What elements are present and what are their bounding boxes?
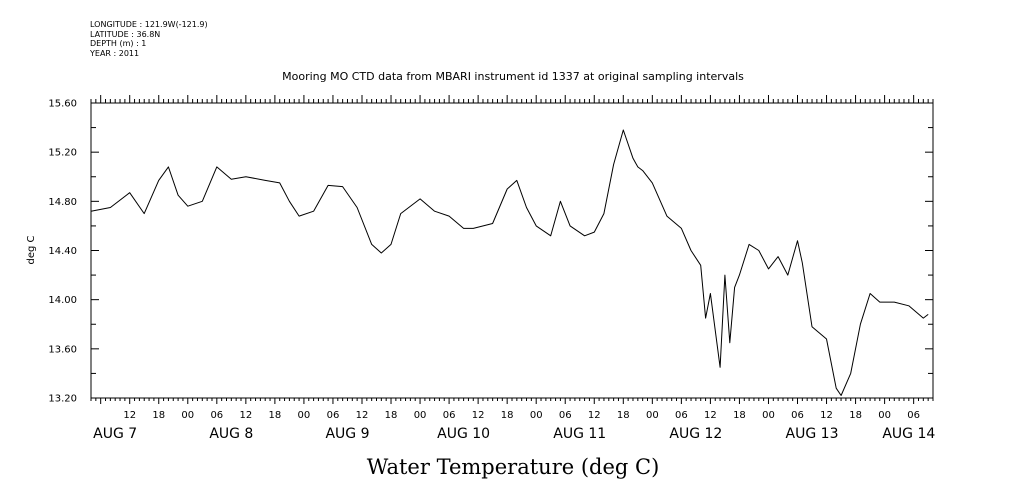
x-axis: 12 18 00 06 12 18 00 06 12 18 00 06 12 18 00 06 12 18 00 06… — [90, 95, 935, 442]
year-label: YEAR : 2011 — [90, 48, 140, 58]
x-hour-label: 06 — [327, 410, 340, 421]
x-hour-label: 18 — [733, 410, 746, 421]
depth-label: DEPTH (m) : 1 — [90, 39, 147, 48]
x-hour-label: 12 — [704, 410, 717, 421]
x-hour-label: 00 — [762, 410, 775, 421]
x-hour-label: 18 — [617, 410, 630, 421]
x-day-label: AUG 9 — [325, 426, 369, 442]
y-axis: 13.20 13.60 14.00 14.40 14.80 15.20 15.60 — [48, 99, 933, 405]
y-axis-label: deg C — [26, 235, 37, 264]
longitude-label: LONGITUDE : 121.9W(-121.9) — [90, 20, 208, 29]
x-hour-label: 12 — [239, 410, 252, 421]
x-hour-label: 06 — [210, 410, 223, 421]
x-hour-label: 18 — [501, 410, 514, 421]
latitude-label: LATITUDE : 36.8N — [90, 29, 161, 39]
x-hour-label: 12 — [588, 410, 601, 421]
x-hour-label: 00 — [878, 410, 891, 421]
y-tick-label: 14.00 — [48, 295, 77, 306]
x-hour-label: 00 — [414, 410, 427, 421]
metadata-block: LONGITUDE : 121.9W(-121.9) LATITUDE : 36… — [90, 20, 208, 58]
x-day-label: AUG 12 — [669, 426, 722, 442]
chart-title: Mooring MO CTD data from MBARI instrumen… — [282, 70, 744, 83]
x-day-label: AUG 14 — [882, 426, 935, 442]
x-axis-label: Water Temperature (deg C) — [367, 455, 660, 479]
x-hour-label: 12 — [356, 410, 369, 421]
x-hour-label: 18 — [849, 410, 862, 421]
y-tick-label: 15.20 — [48, 148, 77, 159]
x-hour-label: 12 — [472, 410, 485, 421]
x-hour-label: 00 — [181, 410, 194, 421]
y-tick-label: 13.20 — [48, 394, 77, 405]
y-tick-label: 14.40 — [48, 246, 77, 257]
x-day-label: AUG 13 — [786, 426, 839, 442]
x-hour-label: 18 — [152, 410, 165, 421]
x-hour-label: 06 — [443, 410, 456, 421]
x-hour-label: 12 — [123, 410, 136, 421]
x-hour-label: 06 — [791, 410, 804, 421]
x-hour-label: 00 — [530, 410, 543, 421]
x-hour-label: 00 — [298, 410, 311, 421]
plot-frame — [90, 102, 934, 399]
y-tick-label: 15.60 — [48, 99, 77, 110]
x-day-label: AUG 11 — [553, 426, 606, 442]
series-group — [90, 129, 929, 396]
x-hour-label: 12 — [820, 410, 833, 421]
x-hour-label: 00 — [646, 410, 659, 421]
x-day-label: AUG 7 — [93, 426, 137, 442]
y-tick-label: 13.60 — [48, 344, 77, 355]
x-hour-label: 06 — [907, 410, 920, 421]
x-hour-label: 06 — [675, 410, 688, 421]
x-day-label: AUG 10 — [437, 426, 490, 442]
x-hour-label: 18 — [385, 410, 398, 421]
x-hour-label: 18 — [269, 410, 282, 421]
x-day-label: AUG 8 — [209, 426, 253, 442]
y-tick-label: 14.80 — [48, 197, 77, 208]
series-line-temperature — [90, 129, 929, 396]
x-hour-label: 06 — [559, 410, 572, 421]
